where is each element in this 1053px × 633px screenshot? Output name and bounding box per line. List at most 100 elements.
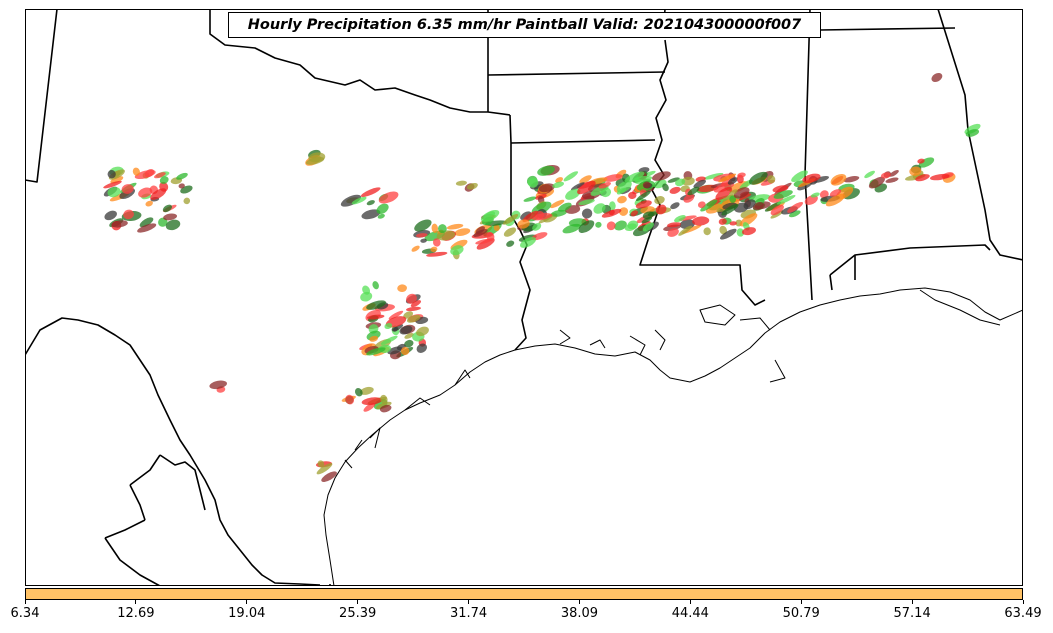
colorbar-tick-mark: [135, 600, 137, 604]
precip-blob: [159, 176, 169, 184]
precip-blob: [681, 176, 695, 186]
precip-blob: [165, 219, 181, 231]
precip-blob: [909, 166, 922, 176]
precip-blob: [752, 202, 764, 211]
precip-blob: [537, 165, 555, 176]
precip-blob: [430, 246, 438, 252]
precip-blob: [791, 170, 808, 182]
precip-blob: [387, 346, 403, 355]
precip-blob: [601, 208, 622, 218]
precip-blob: [965, 129, 980, 137]
precip-blob: [804, 195, 818, 205]
precip-blob: [719, 225, 728, 235]
precip-blob: [825, 193, 845, 207]
precip-blob: [749, 194, 771, 203]
precip-blob: [579, 175, 592, 184]
precip-blob: [361, 397, 382, 406]
colorbar-tick-label: 6.34: [10, 606, 40, 621]
precip-blob: [563, 171, 579, 182]
colorbar-tick-label: 25.39: [339, 606, 377, 621]
map-title-box: Hourly Precipitation 6.35 mm/hr Paintbal…: [228, 12, 821, 38]
precip-blob: [416, 326, 429, 337]
precip-blob: [380, 394, 388, 404]
ar-east-border: [651, 39, 669, 191]
precip-blob: [642, 211, 655, 220]
precip-blob: [595, 221, 602, 228]
precip-blob: [729, 221, 737, 226]
precip-blob: [473, 229, 488, 237]
mexico-state-3: [104, 519, 161, 586]
precip-blob: [729, 195, 737, 203]
tx-la-border: [510, 214, 531, 351]
rio-grande: [25, 317, 321, 586]
precip-blob: [880, 172, 891, 179]
precip-blob: [517, 219, 530, 229]
precip-blob: [404, 339, 414, 348]
precip-blob: [376, 203, 389, 215]
ms-al-border: [662, 9, 813, 301]
colorbar-tick-label: 31.74: [449, 606, 488, 621]
precip-blob: [145, 200, 153, 207]
precip-blob: [662, 183, 669, 192]
precip-blob: [675, 178, 686, 187]
precip-blob: [642, 181, 651, 189]
al-fl-border: [829, 244, 991, 276]
tx-ar-border: [509, 114, 512, 215]
precip-blob: [150, 188, 167, 200]
precip-blob: [810, 192, 820, 198]
precip-blob: [931, 72, 943, 83]
tn-top: [819, 27, 956, 31]
precip-blob: [655, 204, 667, 215]
precip-blob: [163, 213, 178, 221]
precip-blob: [593, 203, 606, 214]
precip-blob: [121, 184, 134, 194]
precip-blob: [176, 172, 188, 180]
precip-blob: [669, 186, 681, 194]
precip-blob: [420, 238, 427, 243]
precip-blob: [110, 176, 124, 184]
precip-blob: [158, 217, 168, 227]
precip-blob: [415, 233, 428, 238]
precip-blob: [733, 187, 750, 199]
precip-blob: [667, 228, 679, 237]
precip-blob: [361, 209, 381, 220]
precip-blob: [446, 223, 464, 230]
precip-blob: [138, 187, 153, 198]
precip-blob: [802, 173, 821, 183]
precip-blob: [378, 191, 399, 204]
precip-blob: [674, 214, 686, 223]
precip-blob: [506, 240, 515, 247]
precip-blob: [667, 177, 680, 183]
colorbar-tick-mark: [246, 600, 248, 604]
precip-blob: [570, 182, 585, 191]
precip-blob: [721, 203, 739, 216]
precip-blob: [624, 171, 645, 183]
nm-tx-border: [25, 9, 58, 183]
precip-blob: [375, 401, 392, 410]
precip-blob: [538, 183, 555, 193]
precip-blob: [523, 196, 537, 202]
precip-blob: [104, 210, 117, 221]
precip-blob: [528, 177, 539, 188]
precip-blob: [581, 208, 593, 219]
precip-blob: [670, 202, 680, 210]
precip-blob: [697, 201, 706, 209]
precip-blob: [354, 387, 363, 397]
precip-blob: [693, 179, 706, 189]
precip-blob: [720, 228, 737, 240]
precip-blob: [455, 180, 467, 186]
precip-blob: [111, 220, 128, 228]
precip-blob: [340, 194, 362, 207]
precip-blob: [616, 187, 627, 195]
precip-blob: [416, 343, 428, 353]
precip-blob: [703, 227, 711, 236]
mexico-state-1: [159, 454, 206, 511]
precip-blob: [789, 210, 801, 218]
precip-blob: [134, 169, 156, 180]
precip-blob: [391, 327, 399, 332]
gulf-coastline: [323, 287, 1023, 586]
precip-blob: [139, 217, 154, 228]
precip-blob: [742, 227, 756, 236]
precip-blob: [830, 173, 847, 186]
map-title: Hourly Precipitation 6.35 mm/hr Paintbal…: [247, 17, 802, 33]
